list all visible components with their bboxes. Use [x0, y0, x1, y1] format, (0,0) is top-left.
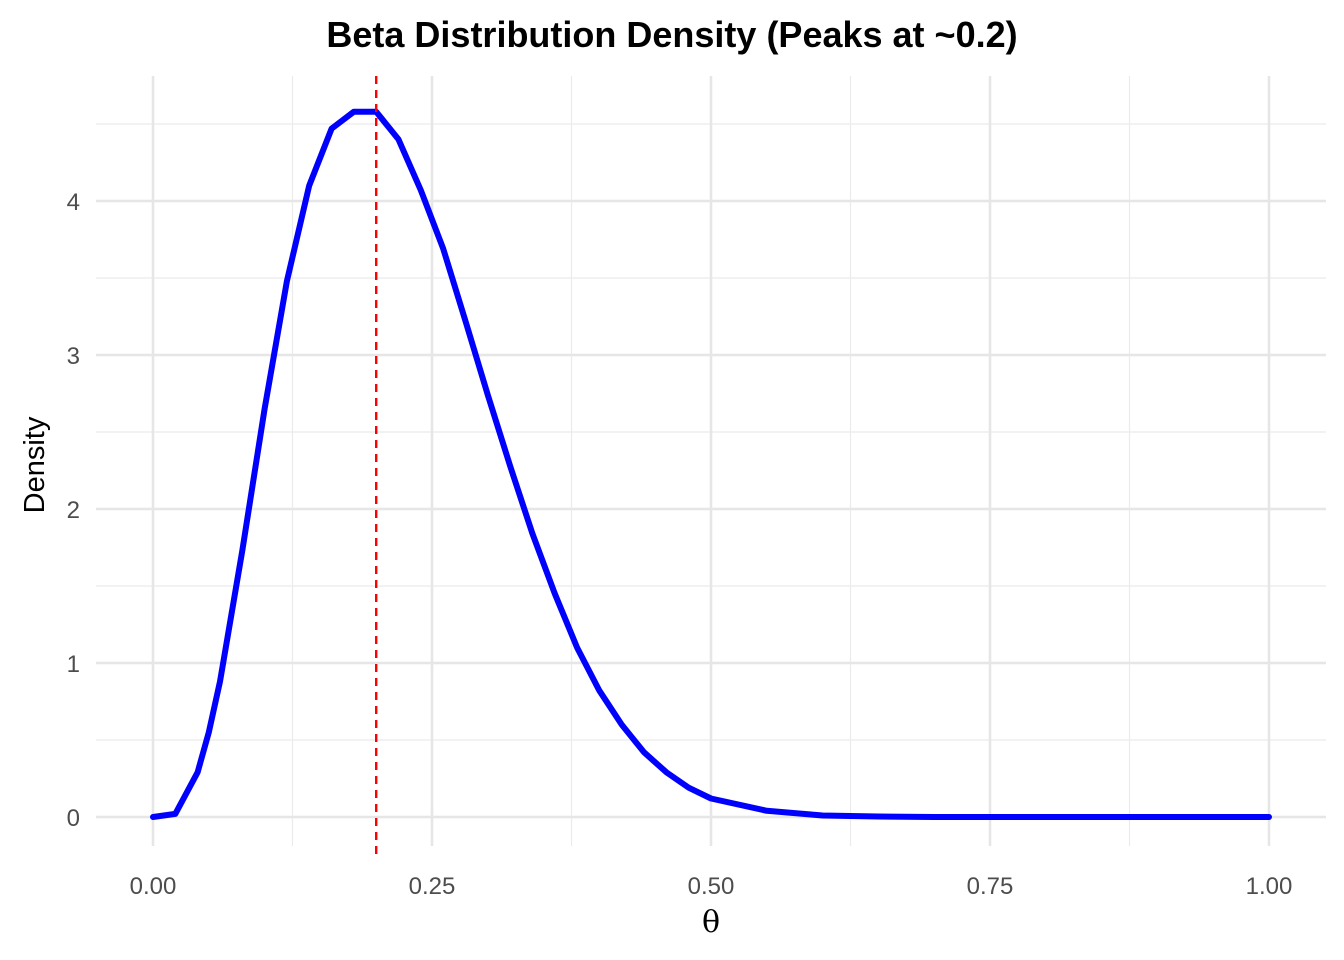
- x-tick-label: 0.25: [409, 873, 456, 900]
- y-tick-label: 3: [67, 343, 80, 370]
- y-tick-label: 1: [67, 651, 80, 678]
- x-tick-label: 0.75: [967, 873, 1014, 900]
- x-tick-label: 1.00: [1246, 873, 1293, 900]
- chart-title: Beta Distribution Density (Peaks at ~0.2…: [326, 14, 1018, 55]
- y-tick-label: 2: [67, 497, 80, 524]
- x-tick-labels: 0.00 0.25 0.50 0.75 1.00: [130, 873, 1293, 900]
- density-curve: [150, 108, 1272, 820]
- y-tick-label: 4: [67, 189, 80, 216]
- x-tick-label: 0.00: [130, 873, 177, 900]
- y-axis-title: Density: [19, 416, 51, 513]
- y-tick-labels: 0 1 2 3 4: [67, 189, 80, 832]
- x-axis-title: θ: [702, 905, 720, 940]
- grid-lines: [96, 76, 1326, 846]
- series-layer: [150, 108, 1272, 820]
- y-tick-label: 0: [67, 805, 80, 832]
- x-tick-label: 0.50: [688, 873, 735, 900]
